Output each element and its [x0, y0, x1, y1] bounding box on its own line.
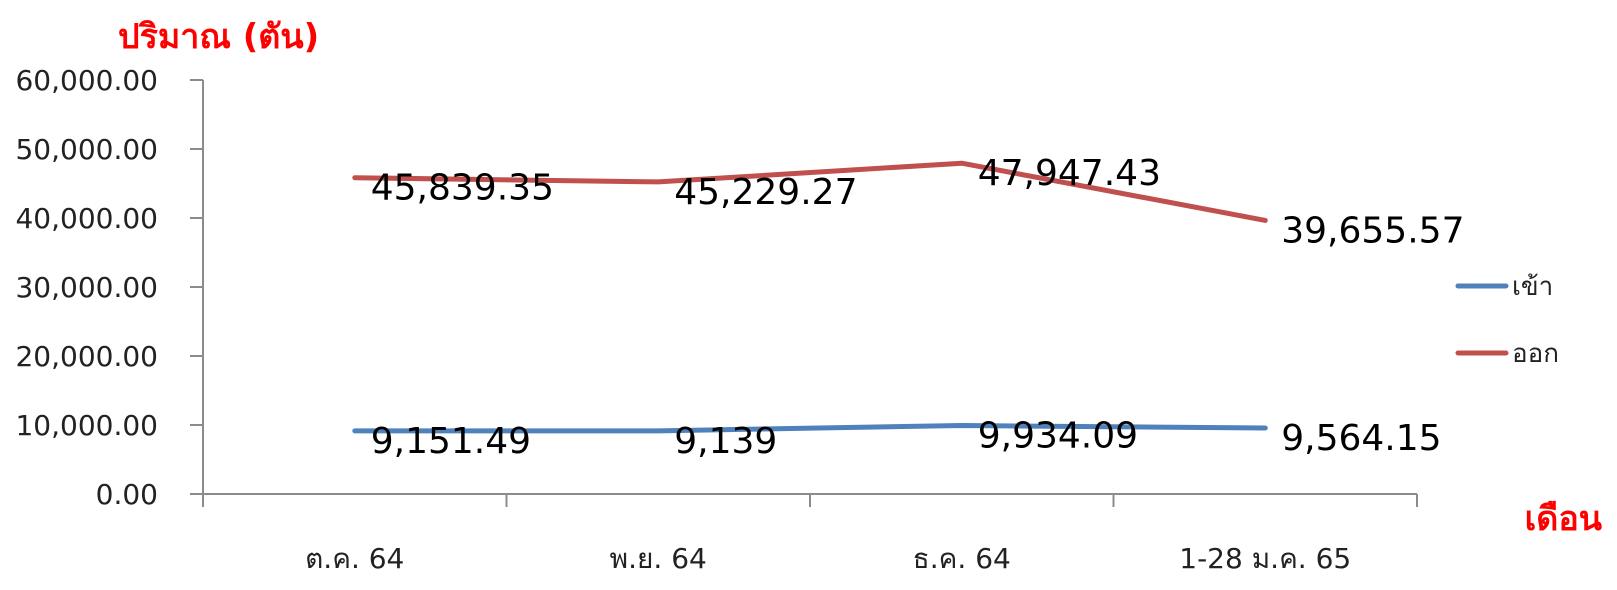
- data-label: 9,151.49: [371, 421, 531, 462]
- x-tick-label: ธ.ค. 64: [913, 542, 1011, 575]
- data-label: 9,564.15: [1281, 418, 1441, 459]
- y-tick-label: 40,000.00: [15, 202, 158, 235]
- data-label: 9,139: [674, 421, 777, 462]
- legend-label: ออก: [1512, 339, 1559, 369]
- data-label: 9,934.09: [978, 415, 1138, 456]
- data-label: 47,947.43: [978, 153, 1161, 194]
- y-tick-label: 20,000.00: [15, 340, 158, 373]
- data-label: 45,839.35: [371, 168, 554, 209]
- x-tick-label: 1-28 ม.ค. 65: [1179, 542, 1351, 575]
- y-tick-label: 50,000.00: [15, 133, 158, 166]
- series-line-0: [352, 423, 1268, 434]
- y-tick-label: 60,000.00: [15, 64, 158, 97]
- y-axis-title: ปริมาณ (ตัน): [118, 17, 319, 57]
- y-tick-label: 30,000.00: [15, 271, 158, 304]
- legend-label: เข้า: [1512, 272, 1553, 302]
- y-tick-label: 0.00: [96, 478, 158, 511]
- x-axis-title: เดือน: [1525, 499, 1602, 539]
- x-tick-label: ต.ค. 64: [305, 542, 404, 575]
- data-label: 39,655.57: [1281, 210, 1464, 251]
- data-label: 45,229.27: [674, 172, 857, 213]
- y-tick-label: 10,000.00: [15, 409, 158, 442]
- chart-axes: 0.00 10,000.00 20,000.00 30,000.00 40,000.00…: [15, 64, 1418, 575]
- x-tick-label: พ.ย. 64: [610, 542, 707, 575]
- series-line-1: [352, 160, 1268, 223]
- chart-data-labels: 9,151.49 9,139 9,934.09 9,564.15 45,839.35 45…: [371, 153, 1465, 462]
- chart-series: [352, 160, 1268, 434]
